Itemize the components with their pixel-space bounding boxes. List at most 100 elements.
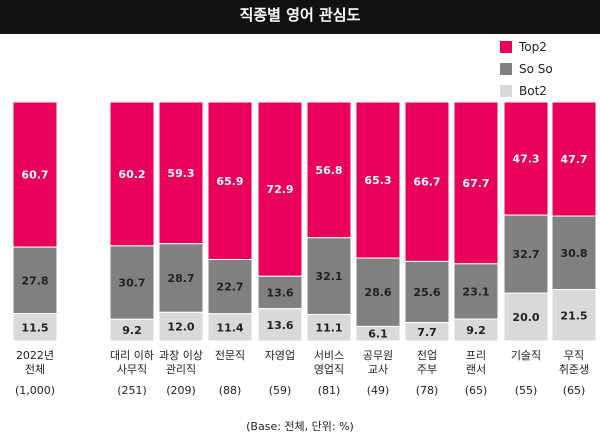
legend-swatch-top2 [500, 41, 512, 53]
data-label-soso-10: 30.8 [560, 247, 587, 260]
legend-label-bot2: Bot2 [519, 84, 547, 98]
category-label-line: 관리직 [165, 363, 197, 376]
category-label-line: 서비스 [313, 349, 345, 362]
data-label-soso-6: 28.6 [364, 286, 391, 299]
data-label-bot2-0: 11.5 [21, 321, 48, 334]
bar-segment-top2-8 [453, 101, 499, 265]
data-label-top2-10: 47.7 [560, 153, 587, 166]
category-label-4: 자영업 [250, 349, 310, 363]
data-label-top2-0: 60.7 [21, 169, 48, 182]
data-label-bot2-8: 9.2 [466, 324, 486, 337]
bar-segment-soso-4 [257, 275, 303, 310]
legend-swatch-soso [500, 63, 512, 75]
category-label-line: 대리 이하 [110, 349, 154, 362]
bar-segment-bot2-10 [551, 289, 597, 342]
bar-segment-top2-0 [12, 101, 58, 248]
data-label-top2-6: 65.3 [364, 174, 391, 187]
category-label-line: 무직 [563, 349, 585, 362]
category-label-line: 2022년 [15, 349, 55, 362]
data-label-bot2-9: 20.0 [512, 311, 539, 324]
data-label-top2-8: 67.7 [462, 177, 489, 190]
category-label-line: 사무직 [116, 363, 148, 376]
category-count-5: (81) [317, 384, 341, 397]
category-count-2: (209) [166, 384, 196, 397]
legend-item-bot2: Bot2 [500, 80, 553, 102]
category-count-9: (55) [514, 384, 538, 397]
bar-segment-bot2-4 [257, 308, 303, 342]
data-label-soso-2: 28.7 [167, 272, 194, 285]
legend-swatch-bot2 [500, 85, 512, 97]
bar-segment-soso-9 [503, 214, 549, 294]
bar-segment-bot2-9 [503, 292, 549, 342]
bar-segment-bot2-6 [355, 325, 401, 342]
bar-segment-top2-4 [257, 101, 303, 277]
bar-segment-bot2-3 [207, 313, 253, 342]
data-label-top2-3: 65.9 [216, 175, 243, 188]
category-label-line: 전체 [24, 363, 46, 376]
category-count-8: (65) [464, 384, 488, 397]
bar-segment-top2-5 [306, 101, 352, 239]
category-label-line: 랜서 [465, 363, 487, 376]
category-label-line: 자영업 [264, 349, 296, 362]
chart-title: 직종별 영어 관심도 [0, 0, 600, 30]
bar-segment-bot2-2 [158, 311, 204, 342]
bar-segment-top2-7 [404, 101, 450, 262]
data-label-bot2-2: 12.0 [167, 321, 194, 334]
bar-segment-bot2-5 [306, 313, 352, 342]
data-label-top2-7: 66.7 [413, 176, 440, 189]
bar-segment-top2-10 [551, 101, 597, 217]
bar-segment-bot2-7 [404, 322, 450, 342]
legend-label-soso: So So [519, 62, 553, 76]
data-label-soso-7: 25.6 [413, 286, 440, 299]
category-label-5: 서비스 영업직 [299, 349, 359, 377]
category-label-line: 주부 [416, 363, 438, 376]
category-label-line: 교사 [367, 363, 389, 376]
bar-segment-top2-3 [207, 101, 253, 261]
data-label-soso-8: 23.1 [462, 285, 489, 298]
bar-segment-soso-6 [355, 257, 401, 327]
bar-segment-soso-2 [158, 243, 204, 313]
category-count-3: (88) [218, 384, 242, 397]
category-count-6: (49) [366, 384, 390, 397]
legend-item-soso: So So [500, 58, 553, 80]
data-label-top2-2: 59.3 [167, 167, 194, 180]
footnote: (Base: 전체, 단위: %) [246, 420, 354, 433]
category-label-2: 과장 이상 관리직 [151, 349, 211, 377]
data-label-top2-1: 60.2 [118, 168, 145, 181]
bar-segment-top2-1 [109, 101, 155, 247]
bar-segment-soso-5 [306, 237, 352, 315]
category-count-1: (251) [117, 384, 147, 397]
category-label-line: 전문직 [214, 349, 246, 362]
category-label-line: 영업직 [313, 363, 345, 376]
data-label-soso-9: 32.7 [512, 248, 539, 261]
bar-segment-bot2-8 [453, 318, 499, 342]
bar-segment-top2-6 [355, 101, 401, 259]
category-label-6: 공무원 교사 [348, 349, 408, 377]
legend-item-top2: Top2 [500, 36, 553, 58]
category-label-8: 프리 랜서 [446, 349, 506, 377]
data-label-soso-3: 22.7 [216, 281, 243, 294]
category-count-10: (65) [562, 384, 586, 397]
category-label-line: 공무원 [362, 349, 394, 362]
category-label-1: 대리 이하 사무직 [102, 349, 162, 377]
category-label-line: 전업 [416, 349, 438, 362]
category-label-line: 과장 이상 [159, 349, 203, 362]
data-label-soso-4: 13.6 [266, 286, 293, 299]
category-label-0: 2022년 전체 [5, 349, 65, 377]
bar-segment-soso-3 [207, 259, 253, 315]
category-label-7: 전업 주부 [397, 349, 457, 377]
category-label-line: 취준생 [558, 363, 590, 376]
data-label-soso-5: 32.1 [315, 270, 342, 283]
data-label-soso-1: 30.7 [118, 277, 145, 290]
legend-label-top2: Top2 [519, 40, 547, 54]
category-count-7: (78) [415, 384, 439, 397]
data-label-top2-4: 72.9 [266, 183, 293, 196]
data-label-bot2-10: 21.5 [560, 309, 587, 322]
bar-segment-bot2-0 [12, 313, 58, 342]
category-label-10: 무직 취준생 [544, 349, 600, 377]
bar-segment-soso-0 [12, 246, 58, 315]
data-label-top2-9: 47.3 [512, 153, 539, 166]
data-label-soso-0: 27.8 [21, 274, 48, 287]
